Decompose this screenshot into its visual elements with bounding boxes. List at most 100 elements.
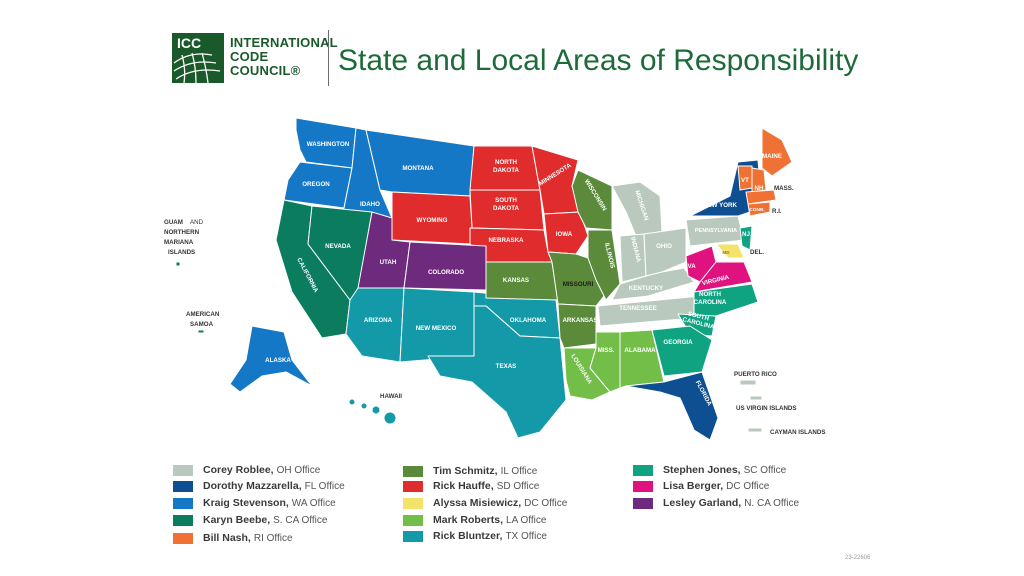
logo-line-2: CODE bbox=[230, 49, 269, 64]
label-hawaii: HAWAII bbox=[380, 393, 402, 400]
legend-swatch bbox=[633, 480, 653, 492]
massachusetts-shape bbox=[745, 189, 777, 205]
label-texas: TEXAS bbox=[496, 363, 517, 370]
legend-swatch bbox=[173, 532, 193, 544]
label-oregon: OREGON bbox=[302, 181, 330, 188]
label-north-dakota-1: NORTH bbox=[495, 159, 518, 166]
legend-office: OH Office bbox=[276, 464, 321, 476]
label-washington: WASHINGTON bbox=[307, 141, 350, 148]
north-carolina-shape bbox=[693, 283, 759, 319]
label-ohio: OHIO bbox=[656, 243, 672, 250]
legend-office: SC Office bbox=[743, 464, 787, 476]
label-guam-3: MARIANA bbox=[164, 239, 194, 246]
virginia-shape bbox=[693, 261, 753, 293]
legend-name: Dorothy Mazzarella, bbox=[203, 480, 302, 492]
label-new-jersey: NJ bbox=[742, 231, 750, 238]
legend-swatch bbox=[403, 530, 423, 542]
label-kentucky: KENTUCKY bbox=[629, 285, 664, 292]
legend-item-mark-roberts: Mark Roberts, LA Office bbox=[403, 513, 546, 527]
legend-item-dorothy-mazzarella: Dorothy Mazzarella, FL Office bbox=[173, 479, 345, 493]
alaska-shape bbox=[229, 325, 313, 393]
new-jersey-shape bbox=[739, 225, 753, 251]
label-guam-2: NORTHERN bbox=[164, 229, 200, 236]
legend-office: N. CA Office bbox=[744, 497, 800, 509]
legend-office: IL Office bbox=[500, 465, 538, 477]
label-connecticut: CONN. bbox=[749, 207, 764, 213]
hawaii-shape bbox=[348, 398, 397, 425]
label-puerto-rico: PUERTO RICO bbox=[734, 371, 777, 378]
florida-shape bbox=[625, 371, 719, 441]
label-missouri: MISSOURI bbox=[563, 281, 594, 288]
label-guam-4: ISLANDS bbox=[168, 249, 195, 256]
arkansas-shape bbox=[557, 303, 597, 349]
label-american-samoa-1: AMERICAN bbox=[186, 311, 220, 318]
label-north-dakota-2: DAKOTA bbox=[493, 167, 520, 174]
label-west-virginia: W.VA bbox=[680, 263, 696, 270]
montana-shape bbox=[365, 129, 475, 197]
legend-item-karyn-beebe: Karyn Beebe, S. CA Office bbox=[173, 513, 327, 527]
label-maine: MAINE bbox=[762, 153, 782, 160]
outside-labels: MASS. R.I. DEL. HAWAII GUAM AND NORTHERN… bbox=[164, 185, 825, 436]
label-montana: MONTANA bbox=[402, 165, 434, 172]
legend-name: Lesley Garland, bbox=[663, 497, 742, 509]
puerto-rico-shape bbox=[739, 379, 757, 386]
ohio-shape bbox=[643, 227, 687, 277]
label-new-york: NEW YORK bbox=[703, 202, 737, 209]
missouri-shape bbox=[547, 251, 605, 307]
legend-item-rick-bluntzer: Rick Bluntzer, TX Office bbox=[403, 529, 547, 543]
legend-office: TX Office bbox=[505, 530, 547, 542]
label-tennessee: TENNESSEE bbox=[619, 305, 656, 312]
legend-swatch bbox=[173, 514, 193, 526]
legend-name: Rick Bluntzer, bbox=[433, 530, 503, 542]
legend-office: FL Office bbox=[304, 480, 345, 492]
label-arizona: ARIZONA bbox=[364, 317, 393, 324]
label-north-carolina-1: NORTH bbox=[699, 291, 722, 298]
legend-item-bill-nash: Bill Nash, RI Office bbox=[173, 531, 293, 545]
title-divider bbox=[328, 30, 329, 86]
label-delaware: DEL. bbox=[750, 249, 764, 256]
legend-office: S. CA Office bbox=[273, 514, 328, 526]
label-alaska: ALASKA bbox=[265, 357, 291, 364]
us-responsibility-map: WASHINGTON OREGON IDAHO MONTANA NORTH DA… bbox=[164, 117, 825, 441]
legend-swatch bbox=[633, 464, 653, 476]
us-virgin-islands-shape bbox=[749, 395, 763, 401]
label-mississippi: MISS. bbox=[598, 347, 615, 354]
label-american-samoa-2: SAMOA bbox=[190, 321, 214, 328]
label-wyoming: WYOMING bbox=[417, 217, 448, 224]
legend-office: DC Office bbox=[524, 497, 568, 509]
legend-item-tim-schmitz: Tim Schmitz, IL Office bbox=[403, 464, 537, 478]
legend-name: Mark Roberts, bbox=[433, 514, 504, 526]
cayman-islands-shape bbox=[747, 427, 763, 433]
legend-swatch bbox=[403, 497, 423, 509]
state-shapes bbox=[175, 117, 793, 441]
connecticut-shape bbox=[747, 201, 771, 217]
legend-swatch bbox=[403, 465, 423, 477]
label-south-dakota-2: DAKOTA bbox=[493, 205, 520, 212]
legend-name: Rick Hauffe, bbox=[433, 480, 494, 492]
label-nevada: NEVADA bbox=[325, 243, 351, 250]
label-us-virgin-islands: US VIRGIN ISLANDS bbox=[736, 405, 797, 412]
label-south-dakota-1: SOUTH bbox=[495, 197, 517, 204]
legend-office: DC Office bbox=[726, 480, 770, 492]
georgia-shape bbox=[651, 325, 713, 377]
arizona-shape bbox=[345, 287, 405, 363]
logo-line-3: COUNCIL® bbox=[230, 63, 301, 78]
label-oklahoma: OKLAHOMA bbox=[510, 317, 547, 324]
label-guam-1: GUAM bbox=[164, 219, 183, 226]
legend-swatch bbox=[403, 514, 423, 526]
legend-name: Lisa Berger, bbox=[663, 480, 724, 492]
label-utah: UTAH bbox=[380, 259, 397, 266]
legend-item-corey-roblee: Corey Roblee, OH Office bbox=[173, 463, 320, 477]
legend-name: Alyssa Misiewicz, bbox=[433, 497, 522, 509]
legend-item-alyssa-misiewicz: Alyssa Misiewicz, DC Office bbox=[403, 496, 567, 510]
colorado-shape bbox=[403, 241, 487, 291]
label-nebraska: NEBRASKA bbox=[488, 237, 524, 244]
maine-shape bbox=[761, 127, 793, 177]
label-vermont: VT bbox=[741, 177, 749, 184]
icc-abbrev: ICC bbox=[177, 35, 201, 51]
label-north-carolina-2: CAROLINA bbox=[694, 299, 727, 306]
icc-logo: ICC INTERNATIONAL CODE COUNCIL® bbox=[172, 33, 338, 87]
legend-name: Kraig Stevenson, bbox=[203, 497, 289, 509]
label-pennsylvania: PENNSYLVANIA bbox=[695, 228, 737, 234]
page-title: State and Local Areas of Responsibility bbox=[338, 44, 859, 77]
